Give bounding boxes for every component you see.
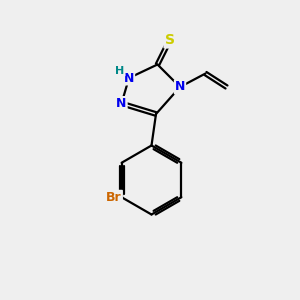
Text: H: H: [116, 65, 124, 76]
Text: N: N: [116, 97, 127, 110]
Text: N: N: [124, 71, 134, 85]
Text: Br: Br: [106, 191, 122, 204]
Text: S: S: [164, 34, 175, 47]
Text: N: N: [175, 80, 185, 94]
